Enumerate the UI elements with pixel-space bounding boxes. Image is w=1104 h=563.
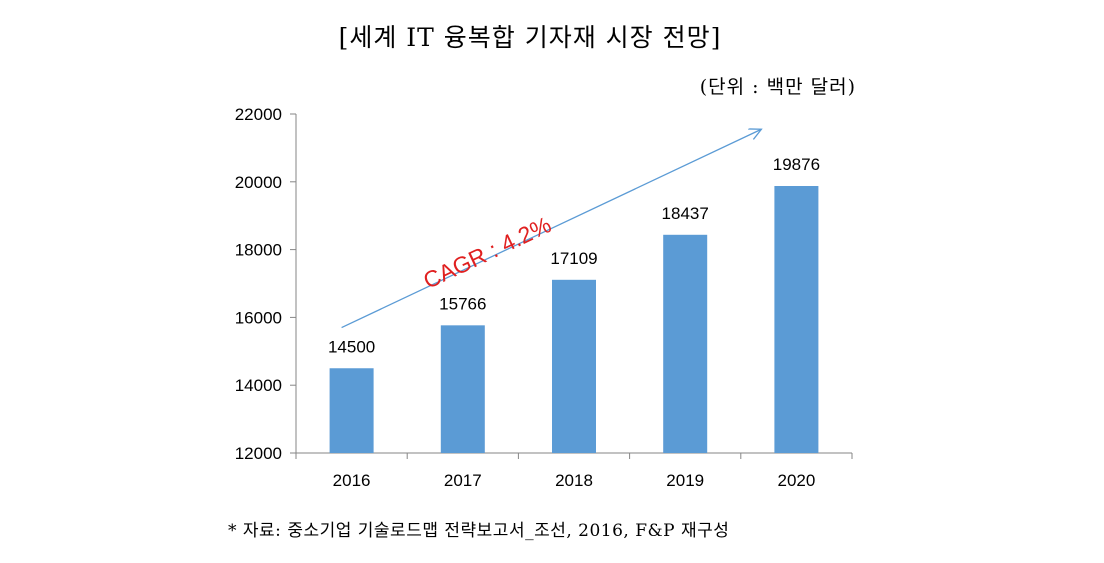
- bar: [329, 368, 374, 453]
- y-tick-label: 18000: [235, 241, 282, 260]
- x-tick-label: 2017: [444, 471, 482, 490]
- source-note: * 자료: 중소기업 기술로드맵 전략보고서_조선, 2016, F&P 재구성: [228, 521, 730, 541]
- x-tick-label: 2020: [777, 471, 815, 490]
- data-label: 14500: [328, 337, 375, 356]
- bar: [440, 325, 485, 453]
- x-tick-label: 2018: [555, 471, 593, 490]
- data-label: 18437: [662, 204, 709, 223]
- bar: [552, 279, 596, 453]
- y-tick-label: 20000: [235, 173, 282, 192]
- x-tick-label: 2019: [666, 471, 704, 490]
- y-tick-label: 16000: [235, 308, 282, 327]
- chart-title: [세계 IT 융복합 기자재 시장 전망]: [338, 23, 722, 52]
- x-tick-label: 2016: [333, 471, 371, 490]
- cagr-arrow: [341, 129, 762, 329]
- bars: [329, 186, 819, 453]
- unit-label: (단위 : 백만 달러): [699, 76, 856, 98]
- data-label: 15766: [439, 294, 486, 313]
- data-label: 17109: [550, 249, 597, 268]
- y-tick-label: 12000: [235, 444, 282, 463]
- y-tick-label: 14000: [235, 376, 282, 395]
- data-label: 19876: [773, 155, 820, 174]
- cagr-label: CAGR : 4.2%: [419, 211, 555, 293]
- data-labels: 14500 15766 17109 18437 19876: [328, 155, 820, 356]
- bar: [774, 186, 819, 453]
- bar: [663, 234, 708, 453]
- y-tick-label: 22000: [235, 105, 282, 124]
- axes: 12000 14000 16000 18000 20000 22000 2016 2017 20…: [235, 105, 853, 490]
